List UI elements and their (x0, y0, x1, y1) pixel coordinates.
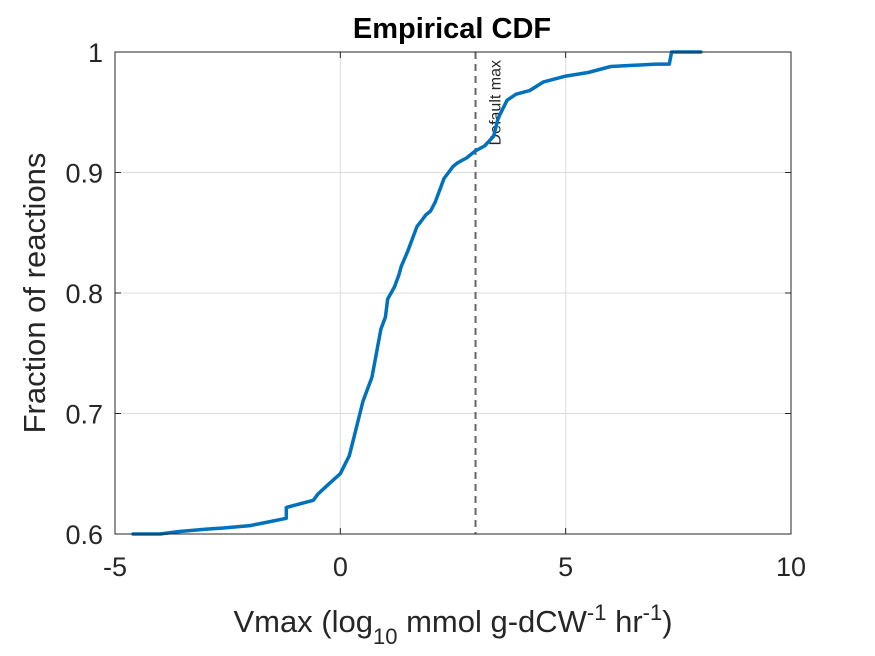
x-axis-label: Vmax (log10 mmol g-dCW-1 hr-1) (233, 600, 672, 649)
grid-lines (115, 52, 791, 534)
plot-frame (114, 51, 792, 535)
y-axis-label: Fraction of reactions (17, 153, 52, 434)
default-max-label: Default max (488, 60, 505, 145)
x-tick-label: 10 (776, 552, 806, 582)
y-tick-label: 0.8 (65, 279, 103, 309)
x-tick-label: 5 (558, 552, 573, 582)
chart-title: Empirical CDF (353, 13, 551, 45)
x-tick-label: -5 (103, 552, 127, 582)
y-tick-label: 0.9 (65, 159, 103, 189)
y-tick-label: 1 (88, 38, 103, 68)
cdf-series-line (131, 50, 703, 536)
x-tick-label: 0 (333, 552, 348, 582)
y-tick-label: 0.6 (65, 520, 103, 550)
y-tick-label: 0.7 (65, 400, 103, 430)
tick-labels: -5 0 5 10 0.6 0.7 0.8 0.9 1 (65, 38, 806, 582)
series-lines (131, 50, 703, 536)
reference-line-group: Default max (474, 52, 505, 534)
